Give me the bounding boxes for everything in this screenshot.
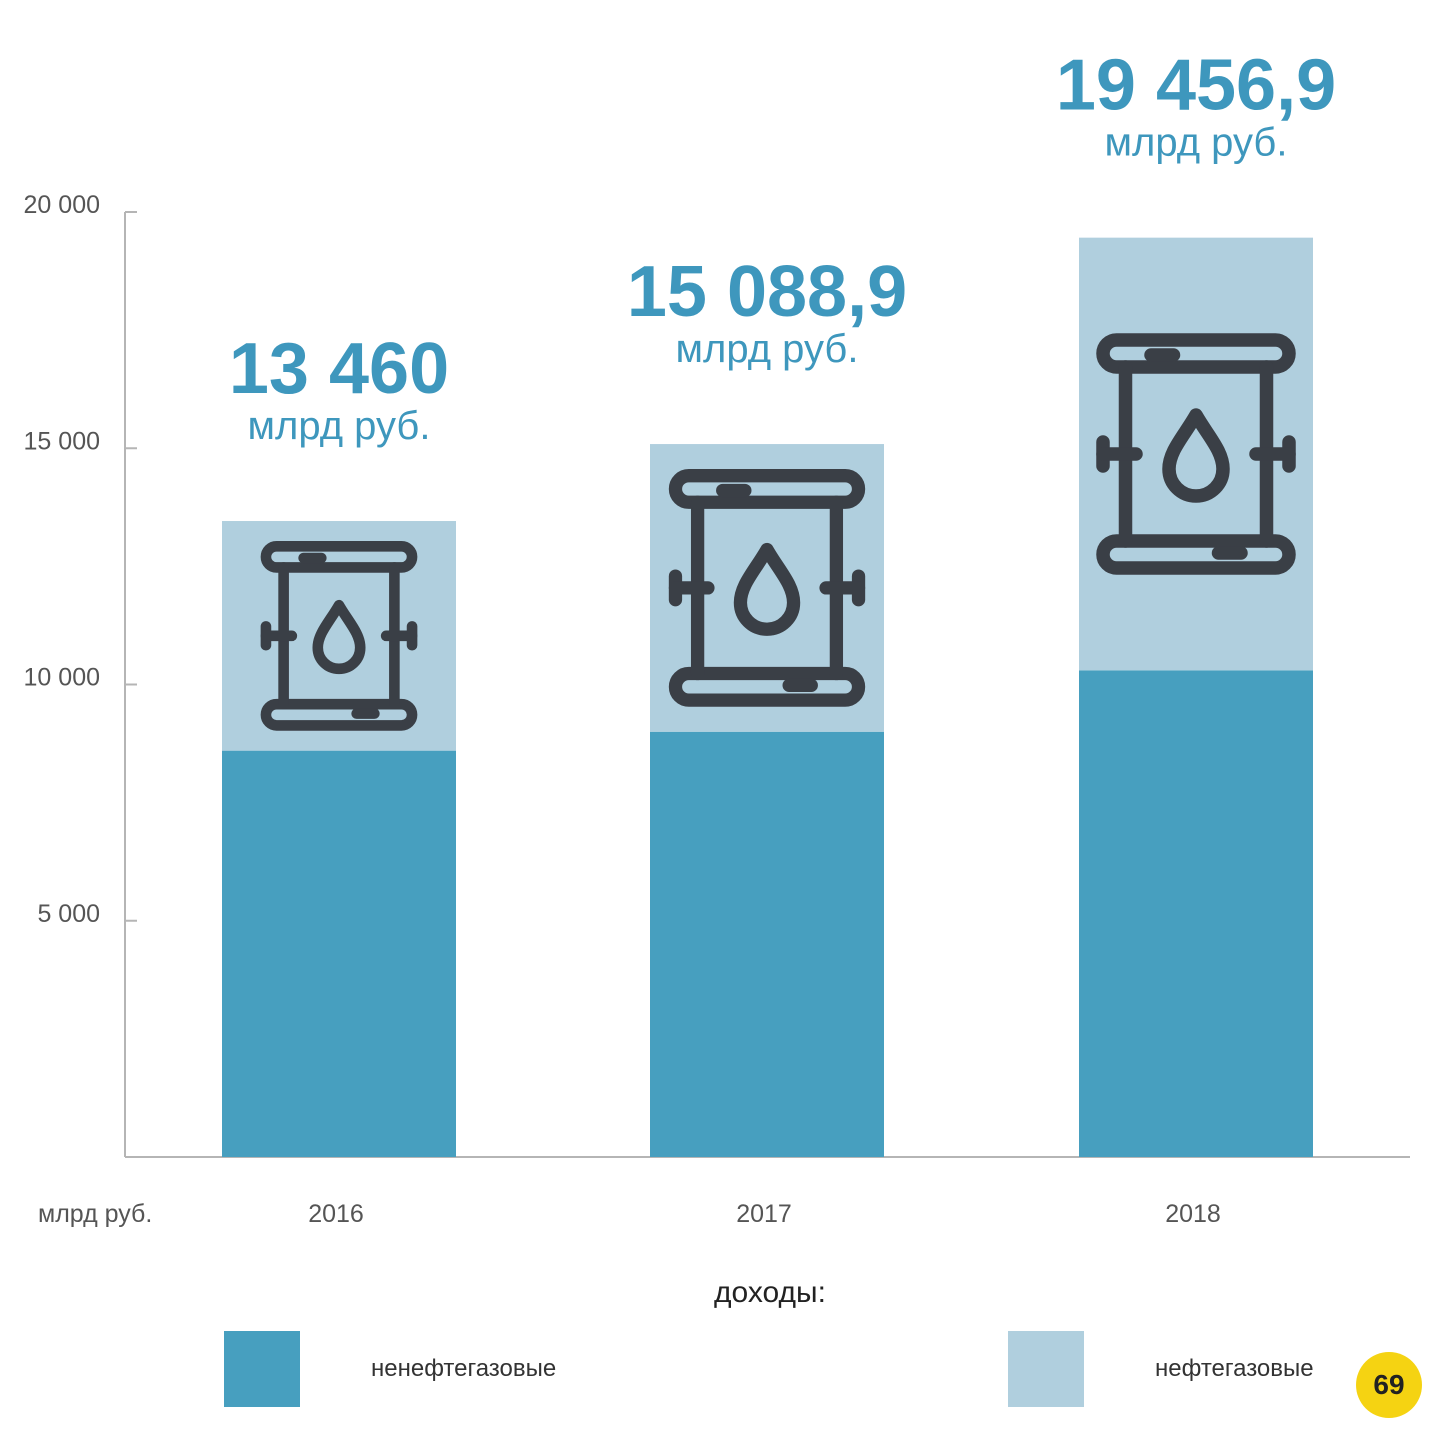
total-value-2017: 15 088,9 [627, 252, 907, 332]
bar-2017-non-oil [650, 731, 884, 1157]
y-tick-label: 15 000 [24, 427, 100, 455]
legend-swatch-non-oil [224, 1331, 300, 1407]
y-axis: 5 000 10 000 15 000 20 000 [24, 191, 137, 1157]
total-value-2016: 13 460 [229, 329, 449, 409]
channel-logo: 69 [1356, 1352, 1422, 1418]
bar-2018-non-oil [1079, 670, 1313, 1157]
x-category-label: 2017 [736, 1200, 792, 1228]
legend-label-oil: нефтегазовые [1155, 1355, 1314, 1382]
bar-2016-oil [222, 521, 456, 751]
legend-item-non-oil: ненефтегазовые [224, 1331, 556, 1407]
y-unit-label: млрд руб. [38, 1200, 152, 1228]
y-tick-label: 5 000 [37, 900, 100, 928]
y-tick-label: 20 000 [24, 191, 100, 219]
total-unit-2017: млрд руб. [676, 327, 859, 371]
bar-2016-non-oil [222, 750, 456, 1157]
legend-item-oil: нефтегазовые [1008, 1331, 1314, 1407]
total-unit-2016: млрд руб. [248, 404, 431, 448]
legend-title: доходы: [714, 1276, 826, 1309]
x-category-label: 2018 [1165, 1200, 1221, 1228]
legend-label-non-oil: ненефтегазовые [371, 1355, 557, 1382]
total-unit-2018: млрд руб. [1105, 121, 1288, 165]
total-value-2018: 19 456,9 [1056, 46, 1336, 126]
y-tick-label: 10 000 [24, 664, 100, 692]
x-category-label: 2016 [308, 1200, 364, 1228]
legend-swatch-oil [1008, 1331, 1084, 1407]
